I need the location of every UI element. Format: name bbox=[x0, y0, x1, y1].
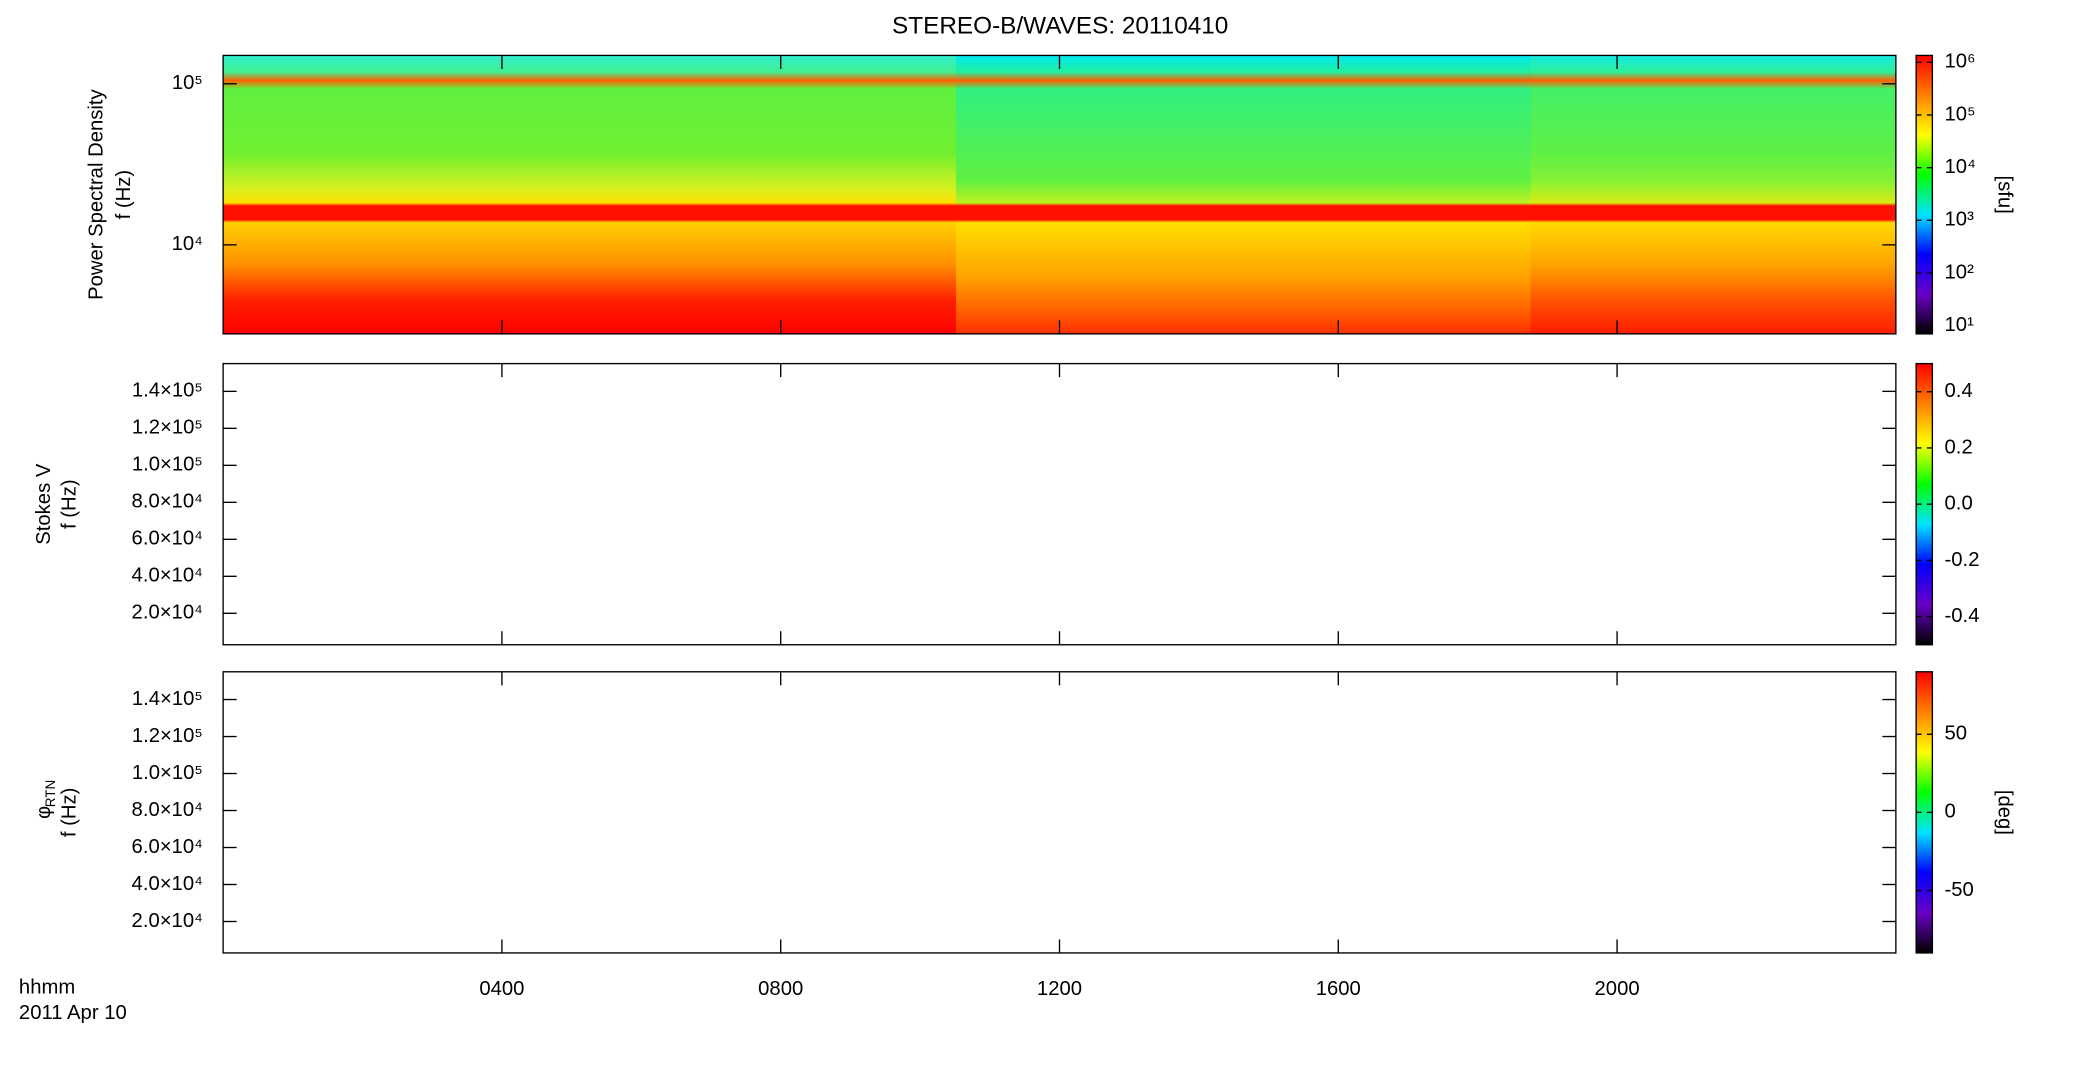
y-tick-label: 4.0×10⁴ bbox=[132, 873, 203, 895]
chart-title: STEREO-B/WAVES: 20110410 bbox=[892, 12, 1228, 39]
y-tick-label: 1.2×10⁵ bbox=[132, 725, 203, 747]
x-tick-label: 0400 bbox=[479, 978, 524, 1000]
y-tick-label: 10⁵ bbox=[172, 72, 203, 94]
y-axis-label: f (Hz) bbox=[59, 788, 81, 838]
colorbar-label: [sfu] bbox=[1994, 175, 2016, 213]
y-tick-label: 1.0×10⁵ bbox=[132, 762, 203, 784]
date-label: 2011 Apr 10 bbox=[19, 1002, 127, 1024]
colorbar-tick-label: 10⁵ bbox=[1945, 103, 1976, 125]
y-tick-label: 1.0×10⁵ bbox=[132, 454, 203, 476]
y-axis-label: f (Hz) bbox=[59, 479, 81, 529]
y-tick-label: 4.0×10⁴ bbox=[132, 565, 203, 587]
plot-frame bbox=[222, 362, 1897, 646]
y-tick-label: 10⁴ bbox=[172, 233, 203, 255]
x-tick-label: 1200 bbox=[1037, 978, 1082, 1000]
y-tick-label: 2.0×10⁴ bbox=[132, 602, 203, 624]
spectrogram-image bbox=[1530, 55, 1896, 334]
colorbar-tick-label: 10¹ bbox=[1945, 314, 1975, 336]
y-tick-label: 1.2×10⁵ bbox=[132, 417, 203, 439]
colorbar-tick-label: 50 bbox=[1945, 723, 1968, 745]
colorbar-label: [deg] bbox=[1994, 790, 2016, 835]
spectrogram-image bbox=[956, 55, 1531, 334]
y-tick-label: 1.4×10⁵ bbox=[132, 380, 203, 402]
colorbar-tick-label: 10³ bbox=[1945, 209, 1975, 231]
colorbar-tick-label: -50 bbox=[1945, 879, 1974, 901]
x-axis-label: hhmm bbox=[19, 976, 75, 998]
colorbar-tick-label: 0 bbox=[1945, 801, 1956, 823]
x-tick-label: 2000 bbox=[1595, 978, 1640, 1000]
colorbar-tick-label: 0.0 bbox=[1945, 493, 1973, 515]
colorbar-tick-label: 0.2 bbox=[1945, 436, 1973, 458]
y-tick-label: 2.0×10⁴ bbox=[132, 910, 203, 932]
colorbar-tick-label: -0.4 bbox=[1945, 605, 1980, 627]
colorbar-tick-label: 0.4 bbox=[1945, 380, 1973, 402]
y-axis-label: f (Hz) bbox=[113, 170, 135, 220]
y-tick-label: 8.0×10⁴ bbox=[132, 491, 203, 513]
colorbar-tick-label: -0.2 bbox=[1945, 549, 1980, 571]
y-tick-label: 6.0×10⁴ bbox=[132, 528, 203, 550]
colorbar bbox=[1915, 54, 1934, 335]
y-axis-label: Stokes V bbox=[33, 463, 55, 545]
colorbar-tick-label: 10⁶ bbox=[1945, 51, 1976, 73]
y-tick-label: 8.0×10⁴ bbox=[132, 799, 203, 821]
y-tick-label: 1.4×10⁵ bbox=[132, 688, 203, 710]
plot-frame bbox=[222, 671, 1897, 954]
y-tick-label: 6.0×10⁴ bbox=[132, 836, 203, 858]
colorbar-tick-label: 10⁴ bbox=[1945, 156, 1976, 178]
x-tick-label: 1600 bbox=[1316, 978, 1361, 1000]
y-axis-label: φ bbox=[33, 806, 55, 819]
x-tick-label: 0800 bbox=[758, 978, 803, 1000]
y-axis-label-sub: RTN bbox=[43, 780, 58, 808]
colorbar-tick-label: 10² bbox=[1945, 261, 1975, 283]
y-axis-label: Power Spectral Density bbox=[86, 88, 108, 299]
